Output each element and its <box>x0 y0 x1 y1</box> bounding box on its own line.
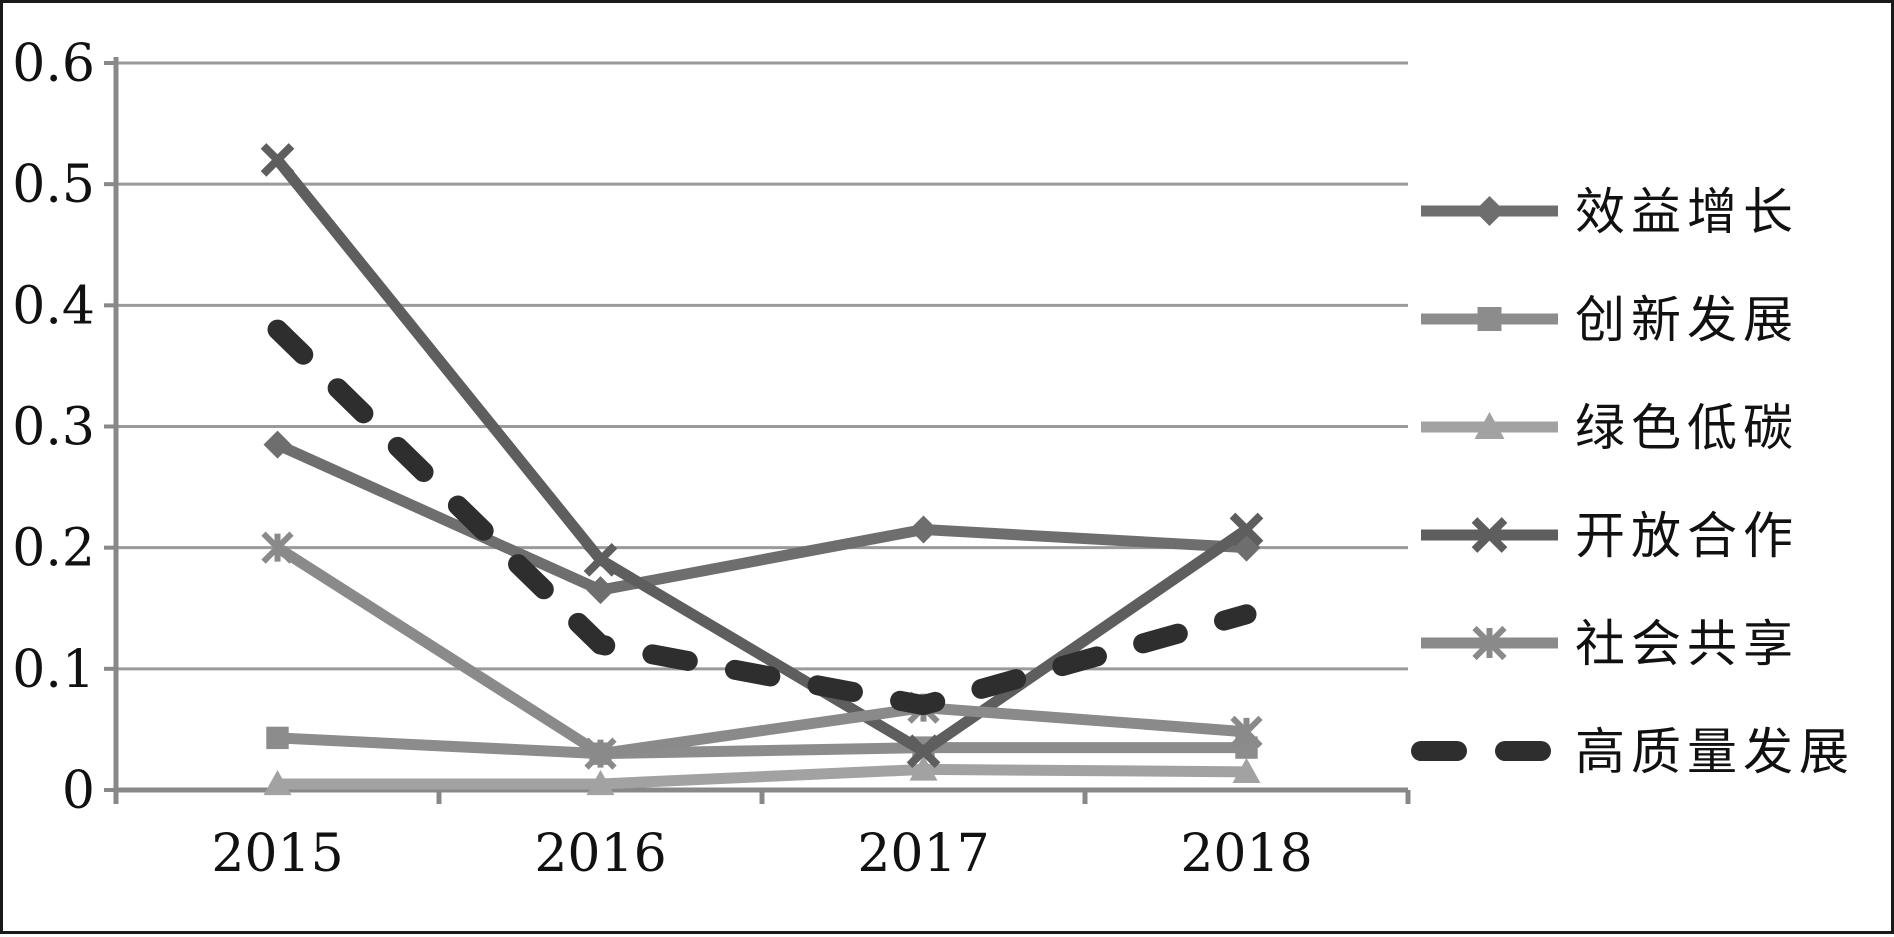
data-point <box>1477 307 1502 331</box>
data-point <box>1472 625 1507 661</box>
series-line <box>277 763 1247 790</box>
data-point <box>266 726 289 750</box>
data-point <box>586 576 615 605</box>
x-tick-label: 2018 <box>1180 824 1312 884</box>
series-3 <box>260 143 1264 769</box>
y-tick-label: 0.4 <box>12 276 95 336</box>
legend-label: 效益增长 <box>1575 183 1799 241</box>
data-point <box>263 769 292 796</box>
y-tick-label: 0.5 <box>12 155 95 215</box>
line-chart: 0 0.1 0.2 0.3 0.4 0.5 0.6 2015 2016 2017 2018 效益增… <box>12 34 1855 884</box>
x-tick-label: 2016 <box>534 824 666 884</box>
series-lines <box>260 143 1264 796</box>
data-point <box>261 531 294 564</box>
data-point <box>586 769 615 796</box>
series-0 <box>263 430 1261 605</box>
series-line <box>273 156 1250 757</box>
data-point <box>263 430 292 459</box>
data-point <box>1229 512 1264 547</box>
data-point <box>1474 412 1505 439</box>
series-line <box>267 319 1257 716</box>
series-line <box>274 543 1247 760</box>
data-point <box>1232 757 1261 784</box>
legend-item-5: 高质量发展 <box>1411 723 1855 781</box>
legend-label: 高质量发展 <box>1575 723 1855 781</box>
series-2 <box>263 755 1261 796</box>
data-point <box>909 755 938 781</box>
gridlines <box>116 61 1408 671</box>
data-point <box>1474 196 1505 226</box>
series-5 <box>267 319 1257 716</box>
axes <box>104 57 1411 804</box>
x-tick-label: 2015 <box>211 824 343 884</box>
data-point <box>260 143 295 177</box>
series-line <box>277 732 1247 760</box>
legend-label: 绿色低碳 <box>1575 399 1799 457</box>
y-tick-label: 0.6 <box>12 34 95 94</box>
y-tick-label: 0.1 <box>12 640 95 700</box>
data-point <box>906 734 941 769</box>
data-point <box>584 737 617 770</box>
legend-item-2: 绿色低碳 <box>1421 399 1799 457</box>
data-point <box>1235 736 1258 759</box>
legend-item-0: 效益增长 <box>1421 183 1799 241</box>
data-point <box>1230 715 1263 748</box>
data-point <box>1471 517 1508 553</box>
x-tick-label: 2017 <box>857 824 989 884</box>
series-line <box>275 439 1247 596</box>
series-4 <box>261 531 1263 770</box>
data-point <box>583 542 618 577</box>
y-tick-label: 0.3 <box>12 398 95 458</box>
legend-label: 社会共享 <box>1575 615 1799 673</box>
legend-item-4: 社会共享 <box>1421 615 1799 673</box>
y-tick-labels: 0 0.1 0.2 0.3 0.4 0.5 0.6 <box>12 34 95 821</box>
legend-label: 开放合作 <box>1575 507 1799 565</box>
legend-label: 创新发展 <box>1575 291 1799 349</box>
legend-item-3: 开放合作 <box>1421 507 1799 565</box>
data-point <box>909 515 938 544</box>
legend-item-1: 创新发展 <box>1421 291 1799 349</box>
y-tick-label: 0 <box>62 761 95 821</box>
x-tick-labels: 2015 2016 2017 2018 <box>211 824 1312 884</box>
y-tick-label: 0.2 <box>12 519 95 579</box>
